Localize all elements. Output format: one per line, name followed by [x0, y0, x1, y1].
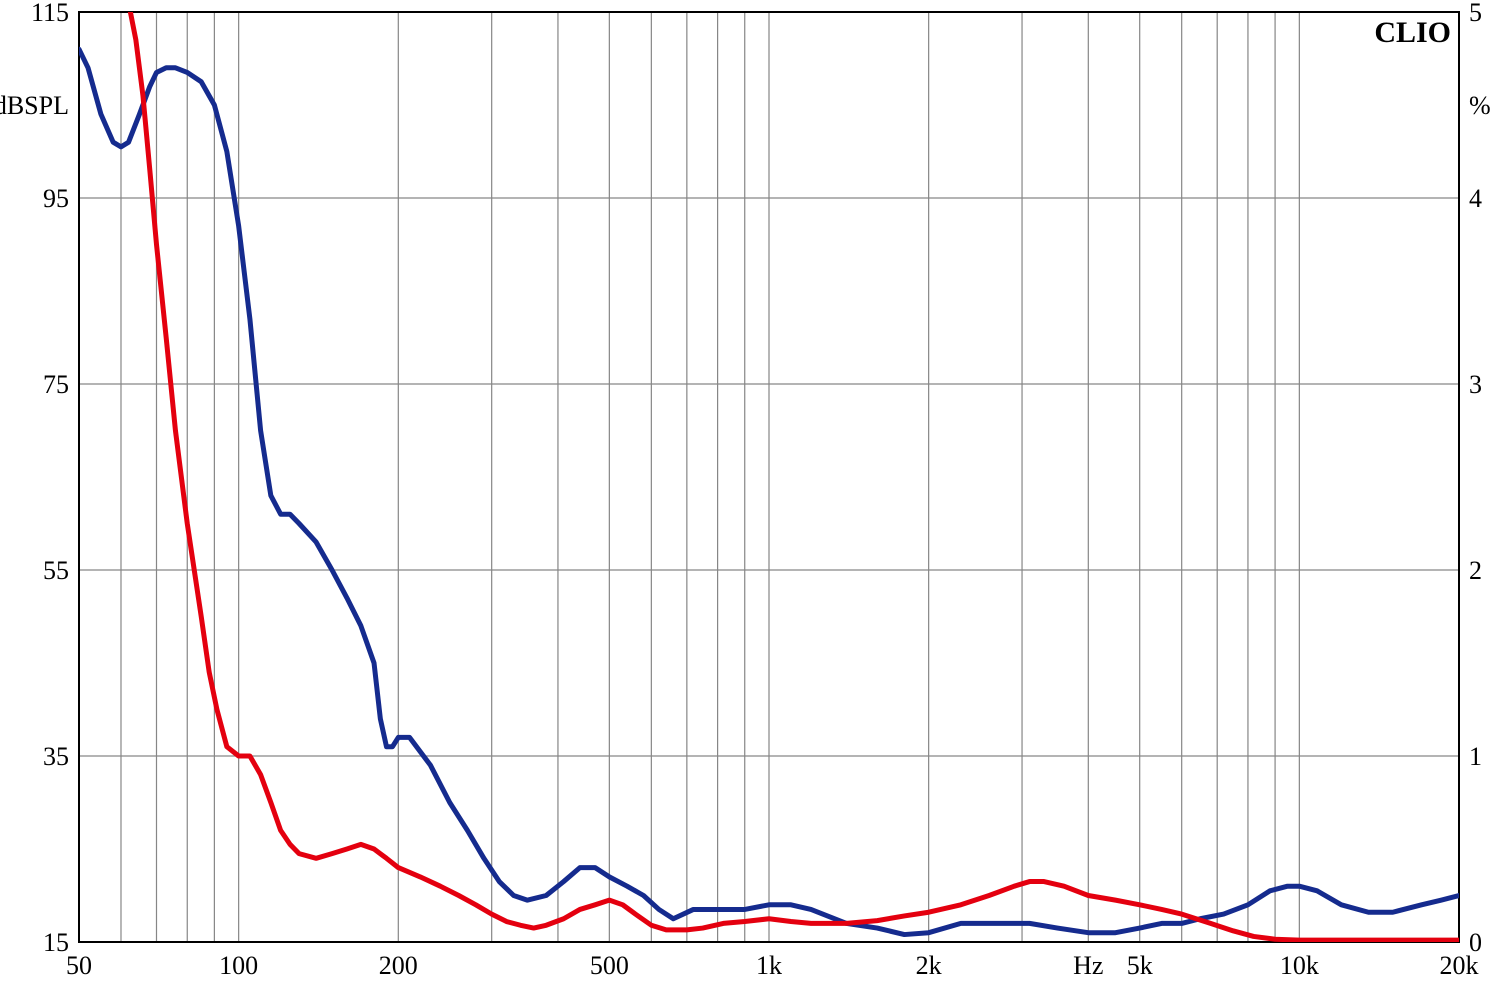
y-left-tick-label: 35	[43, 742, 69, 771]
y-right-tick-label: 0	[1469, 928, 1482, 957]
y-right-tick-label: 2	[1469, 556, 1482, 585]
x-tick-label: 200	[379, 951, 418, 980]
clio-watermark: CLIO	[1374, 16, 1451, 49]
y-right-tick-label: 3	[1469, 370, 1482, 399]
y-right-tick-label: 5	[1469, 0, 1482, 27]
y-left-tick-label: 115	[31, 0, 69, 27]
y-left-tick-label: 55	[43, 556, 69, 585]
y-left-tick-label: 75	[43, 370, 69, 399]
x-tick-label: 10k	[1280, 951, 1319, 980]
x-tick-label: 100	[219, 951, 258, 980]
x-axis-unit: Hz	[1073, 951, 1103, 980]
x-tick-label: 1k	[756, 951, 782, 980]
x-tick-label: 5k	[1127, 951, 1153, 980]
y-left-unit: dBSPL	[0, 91, 69, 120]
frequency-response-chart: 501002005001k2k5k10k20kHz1535557595115dB…	[0, 0, 1500, 1002]
x-tick-label: 2k	[916, 951, 942, 980]
x-tick-label: 50	[66, 951, 92, 980]
y-right-tick-label: 4	[1469, 184, 1482, 213]
y-left-tick-label: 95	[43, 184, 69, 213]
y-left-tick-label: 15	[43, 928, 69, 957]
y-right-tick-label: 1	[1469, 742, 1482, 771]
y-right-unit: %	[1469, 91, 1491, 120]
x-tick-label: 500	[590, 951, 629, 980]
